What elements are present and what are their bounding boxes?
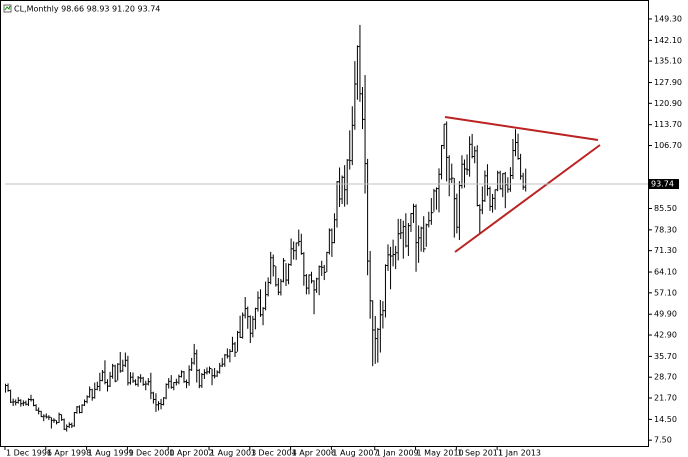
y-tick-label: 85.50 bbox=[654, 204, 677, 213]
bars bbox=[5, 24, 528, 432]
header: CL,Monthly 98.66 98.93 91.20 93.74 bbox=[14, 5, 160, 14]
price-label: 93.74 bbox=[651, 179, 674, 188]
price-box bbox=[649, 178, 679, 189]
x-tick-label: 1 Aug 1999 bbox=[88, 449, 134, 457]
y-tick-label: 42.90 bbox=[654, 331, 677, 340]
x-tick-label: 1 Aug 2007 bbox=[332, 449, 378, 457]
plot-frame bbox=[0, 0, 649, 447]
x-tick-label: 1 May 2010 bbox=[417, 449, 464, 457]
y-tick-label: 35.70 bbox=[654, 352, 677, 361]
x-tick-label: 1 Apr 2002 bbox=[169, 449, 213, 457]
y-tick-label: 28.70 bbox=[654, 373, 677, 382]
y-tick-label: 64.10 bbox=[654, 268, 677, 277]
trend-line bbox=[444, 116, 599, 141]
x-tick-label: 1 Dec 2004 bbox=[251, 449, 297, 457]
x-tick-label: 1 Dec 1996 bbox=[6, 449, 52, 457]
y-tick-label: 120.90 bbox=[654, 99, 682, 108]
y-tick-label: 127.90 bbox=[654, 78, 682, 87]
y-tick-label: 78.30 bbox=[654, 225, 677, 234]
y-tick-label: 135.10 bbox=[654, 57, 682, 66]
y-tick-label: 57.10 bbox=[654, 288, 677, 297]
x-tick-label: 1 Dec 2000 bbox=[128, 449, 174, 457]
symbol-icon bbox=[3, 4, 12, 13]
y-tick-label: 142.10 bbox=[654, 36, 682, 45]
x-tick-label: 1 Jan 2009 bbox=[376, 449, 419, 457]
y-tick-label: 106.70 bbox=[654, 141, 682, 150]
y-tick-label: 7.50 bbox=[654, 436, 672, 445]
trend-line bbox=[454, 144, 601, 253]
x-tick-label: 1 Apr 2006 bbox=[292, 449, 336, 457]
y-tick-label: 71.30 bbox=[654, 246, 677, 255]
x-tick-label: 1 Apr 1998 bbox=[47, 449, 91, 457]
y-tick-label: 21.70 bbox=[654, 393, 677, 402]
y-tick-label: 14.50 bbox=[654, 415, 677, 424]
y-tick-label: 149.30 bbox=[654, 14, 682, 23]
y-tick-label: 113.70 bbox=[654, 120, 682, 129]
x-tick-label: 1 Jan 2013 bbox=[498, 449, 541, 457]
y-tick-label: 49.90 bbox=[654, 310, 677, 319]
x-tick-label: 1 Aug 2003 bbox=[210, 449, 256, 457]
x-tick-label: 1 Sep 2011 bbox=[457, 449, 503, 457]
